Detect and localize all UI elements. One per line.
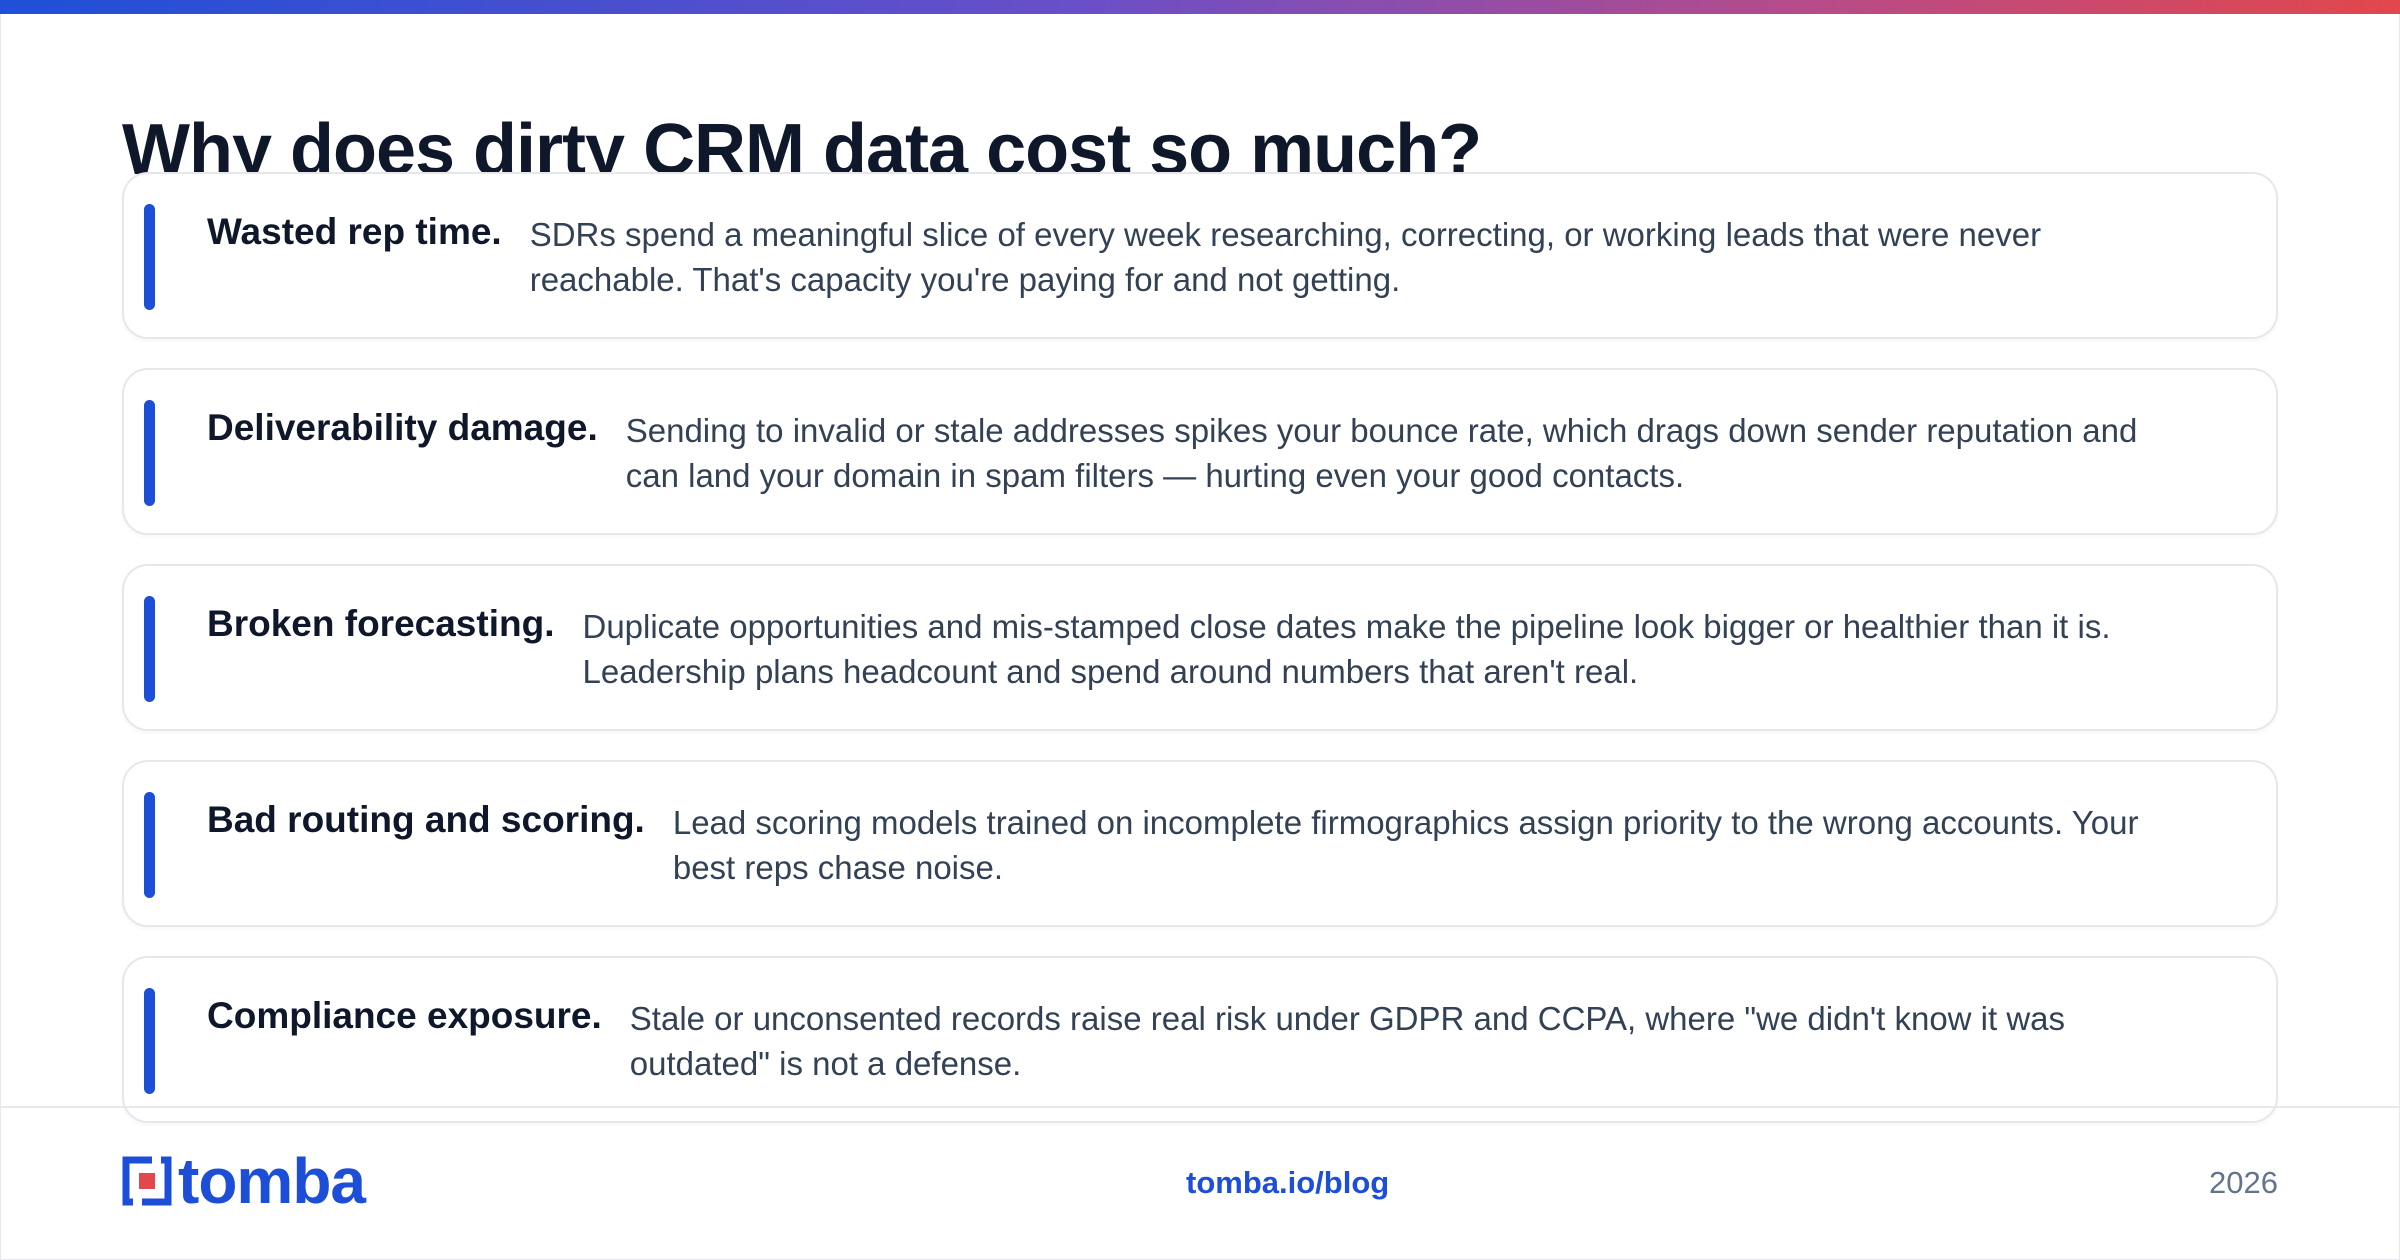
card-wasted-rep-time: Wasted rep time. SDRs spend a meaningful… xyxy=(122,172,2278,339)
tomba-logo-icon xyxy=(122,1156,172,1206)
card-text: Duplicate opportunities and mis-stamped … xyxy=(582,608,2111,690)
card-accent-bar xyxy=(144,792,155,898)
card-list: Wasted rep time. SDRs spend a meaningful… xyxy=(122,172,2278,1152)
card-text: Stale or unconsented records raise real … xyxy=(629,1000,2066,1082)
card-title: Bad routing and scoring. xyxy=(207,799,645,840)
card-title: Wasted rep time. xyxy=(207,211,502,252)
blog-link[interactable]: tomba.io/blog xyxy=(1186,1165,1390,1200)
card-broken-forecasting: Broken forecasting. Duplicate opportunit… xyxy=(122,564,2278,731)
card-deliverability-damage: Deliverability damage. Sending to invali… xyxy=(122,368,2278,535)
tomba-logo[interactable]: tomba xyxy=(122,1145,366,1217)
logo-wordmark: tomba xyxy=(178,1145,366,1217)
card-title: Broken forecasting. xyxy=(207,603,555,644)
card-text: Sending to invalid or stale addresses sp… xyxy=(625,412,2138,494)
card-compliance-exposure: Compliance exposure. Stale or unconsente… xyxy=(122,956,2278,1123)
footer-divider xyxy=(0,1106,2400,1108)
card-bad-routing-scoring: Bad routing and scoring. Lead scoring mo… xyxy=(122,760,2278,927)
card-accent-bar xyxy=(144,400,155,506)
card-title: Compliance exposure. xyxy=(207,995,602,1036)
footer-year: 2026 xyxy=(2209,1165,2278,1200)
card-text: SDRs spend a meaningful slice of every w… xyxy=(529,216,2042,298)
card-title: Deliverability damage. xyxy=(207,407,598,448)
footer: tomba tomba.io/blog 2026 xyxy=(0,1108,2400,1260)
gradient-top-bar xyxy=(0,0,2400,14)
card-accent-bar xyxy=(144,596,155,702)
card-accent-bar xyxy=(144,988,155,1094)
card-text: Lead scoring models trained on incomplet… xyxy=(672,804,2139,886)
card-accent-bar xyxy=(144,204,155,310)
